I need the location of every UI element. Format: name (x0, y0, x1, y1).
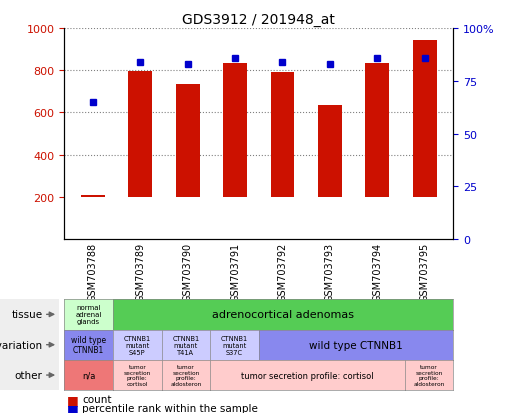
Text: tumor secretion profile: cortisol: tumor secretion profile: cortisol (241, 370, 374, 380)
Text: other: other (15, 370, 43, 380)
Bar (81, 195, 105, 197)
Title: GDS3912 / 201948_at: GDS3912 / 201948_at (182, 12, 335, 26)
Bar (176, 85, 199, 197)
Text: n/a: n/a (82, 370, 95, 380)
Text: CTNNB1
mutant
T41A: CTNNB1 mutant T41A (173, 335, 199, 355)
Bar (318, 106, 342, 197)
Bar (128, 72, 152, 197)
Text: tumor
secretion
profile:
aldosteron: tumor secretion profile: aldosteron (413, 364, 444, 386)
Text: CTNNB1
mutant
S45P: CTNNB1 mutant S45P (124, 335, 151, 355)
Text: wild type CTNNB1: wild type CTNNB1 (309, 340, 403, 350)
Text: tumor
secretion
profile:
aldosteron: tumor secretion profile: aldosteron (170, 364, 201, 386)
Bar (413, 41, 437, 197)
Text: ■: ■ (67, 393, 79, 406)
Bar (366, 64, 389, 197)
Text: tissue: tissue (11, 310, 43, 320)
Bar (223, 64, 247, 197)
Text: normal
adrenal
glands: normal adrenal glands (76, 305, 102, 325)
Text: count: count (82, 394, 112, 404)
Text: percentile rank within the sample: percentile rank within the sample (82, 404, 259, 413)
Text: adrenocortical adenomas: adrenocortical adenomas (212, 310, 354, 320)
Bar (271, 73, 295, 197)
Text: genotype/variation: genotype/variation (0, 340, 43, 350)
Text: wild type
CTNNB1: wild type CTNNB1 (71, 335, 106, 354)
Text: tumor
secretion
profile:
cortisol: tumor secretion profile: cortisol (124, 364, 151, 386)
Text: CTNNB1
mutant
S37C: CTNNB1 mutant S37C (221, 335, 248, 355)
Text: ■: ■ (67, 402, 79, 413)
